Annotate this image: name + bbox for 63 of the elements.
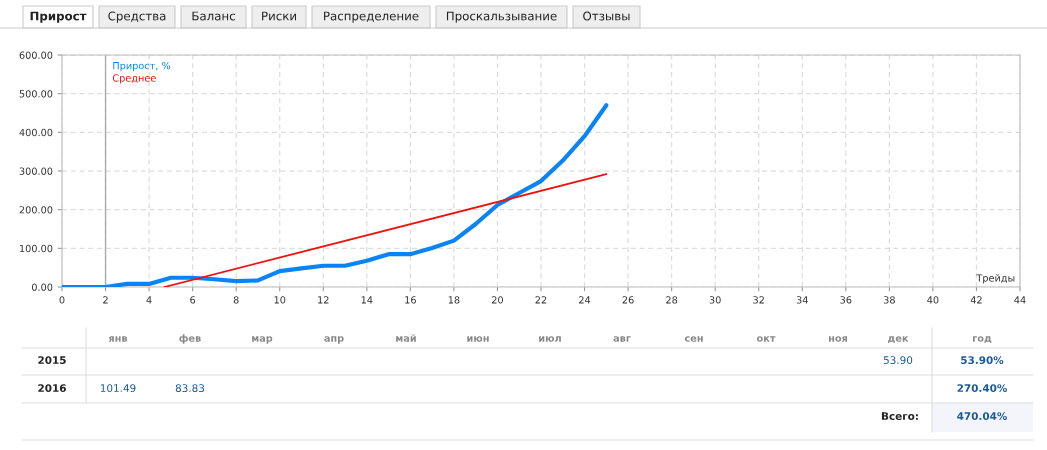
x-tick-label: 44 [1014, 296, 1026, 304]
text: окт [756, 336, 776, 342]
y-tick-label: 600.00 [19, 51, 53, 59]
text: 53.90% [961, 356, 1004, 365]
x-tick-label: 18 [448, 296, 460, 304]
text: июл [539, 336, 561, 342]
x-tick-label: 32 [753, 296, 764, 304]
text: Распределение [324, 11, 419, 23]
x-tick-label: 16 [405, 296, 416, 304]
text: 2015 [38, 356, 66, 365]
text: Риски [262, 11, 296, 21]
x-tick-label: 28 [666, 296, 678, 304]
text: 2016 [38, 384, 66, 393]
text: июн [467, 336, 489, 342]
text: 83.83 [175, 384, 205, 393]
text: сен [684, 336, 703, 342]
x-tick-label: 36 [840, 296, 852, 304]
y-tick-label: 0.00 [31, 283, 53, 291]
x-tick-label: 6 [190, 296, 196, 304]
text: май [396, 334, 416, 342]
text: Проскальзывание [446, 11, 557, 23]
text: Прирост [30, 11, 87, 23]
text: 53.90 [883, 356, 913, 365]
x-tick-label: 24 [579, 296, 591, 304]
text: авг [613, 336, 631, 342]
text: апр [324, 336, 344, 344]
x-axis-title: Трейды [976, 274, 1015, 284]
x-tick-label: 10 [274, 296, 286, 304]
y-tick-label: 500.00 [19, 90, 53, 98]
x-tick-label: 26 [622, 296, 634, 304]
x-tick-label: 4 [146, 296, 152, 304]
x-tick-label: 30 [709, 296, 721, 304]
x-tick-label: 0 [59, 296, 65, 304]
x-tick-label: 8 [233, 296, 239, 304]
text: Средства [108, 11, 166, 23]
x-tick-label: 22 [535, 296, 547, 304]
text: Баланс [192, 11, 235, 21]
x-tick-label: 14 [361, 296, 373, 304]
text: 101.49 [100, 384, 136, 393]
text: Всего: [881, 412, 918, 421]
y-tick-label: 300.00 [19, 167, 53, 175]
text: ноя [829, 336, 848, 342]
x-tick-label: 38 [883, 296, 895, 304]
text: мар [252, 336, 273, 344]
text: Среднее [112, 74, 156, 84]
x-tick-label: 20 [491, 296, 503, 304]
x-tick-label: 42 [970, 296, 982, 304]
text: фев [179, 334, 201, 344]
line-series [62, 103, 609, 287]
text: янв [108, 336, 128, 342]
text: дек [888, 336, 909, 344]
text: 470.04% [957, 412, 1007, 421]
x-tick-label: 40 [927, 296, 939, 304]
text: 270.40% [957, 384, 1007, 393]
x-tick-label: 34 [796, 296, 808, 304]
x-tick-label: 2 [103, 296, 108, 304]
text: Отзывы [583, 11, 630, 21]
text: Прирост, % [113, 61, 171, 72]
y-tick-label: 400.00 [19, 128, 53, 137]
text: год [973, 336, 992, 344]
y-tick-label: 200.00 [19, 206, 53, 214]
x-tick-label: 12 [318, 296, 329, 304]
y-tick-label: 100.00 [20, 244, 53, 253]
